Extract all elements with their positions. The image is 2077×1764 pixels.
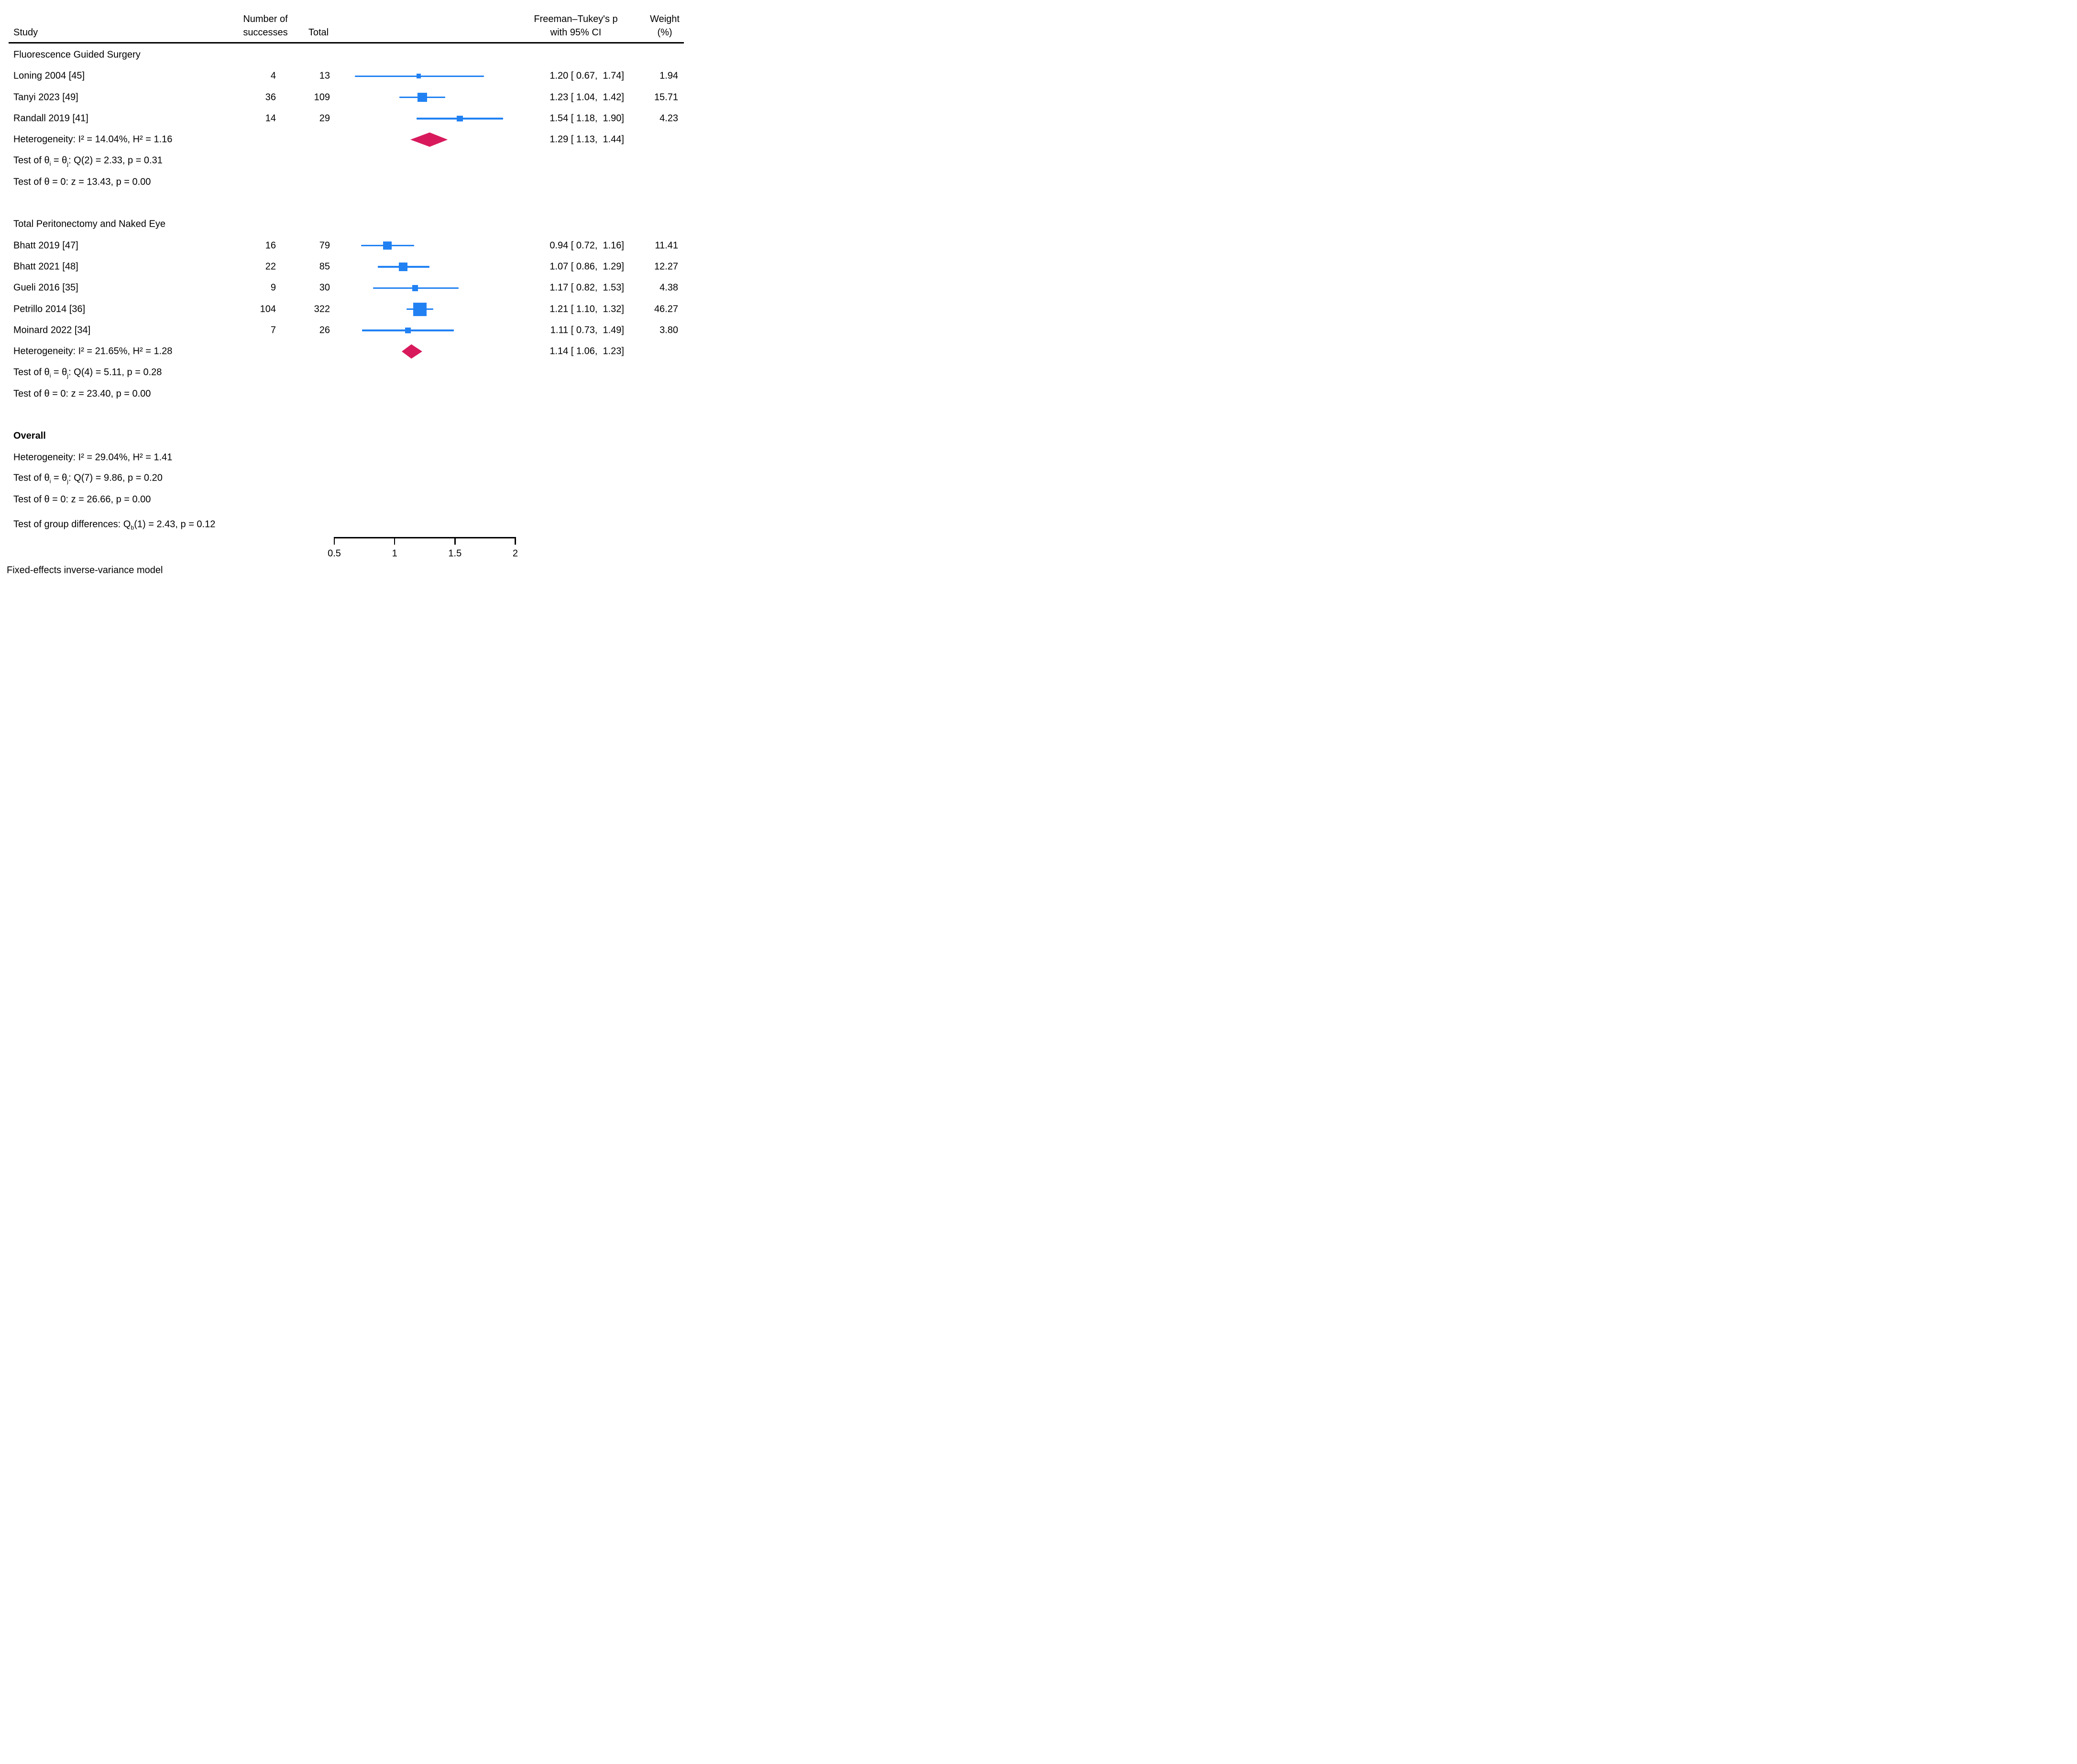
group-title: Total Peritonectomy and Naked Eye: [13, 219, 165, 230]
study-label: Moinard 2022 [34]: [13, 325, 91, 336]
successes-value: 7: [270, 325, 276, 336]
header-successes-line2: successes: [243, 27, 288, 38]
summary-diamond-shape: [410, 132, 448, 147]
axis-line: [334, 537, 516, 538]
total-value: 322: [314, 304, 330, 315]
effect-square: [416, 74, 421, 79]
heterogeneity-text: Heterogeneity: I² = 21.65%, H² = 1.28: [13, 346, 173, 357]
successes-value: 36: [265, 92, 276, 103]
total-value: 85: [319, 261, 330, 272]
effect-ci-text: 1.11 [ 0.73, 1.49]: [550, 325, 624, 336]
axis-tick-label: 1.5: [448, 548, 462, 559]
successes-value: 4: [270, 70, 276, 81]
weight-value: 1.94: [659, 70, 678, 81]
successes-value: 14: [265, 113, 276, 124]
successes-value: 9: [270, 282, 276, 293]
study-label: Tanyi 2023 [49]: [13, 92, 78, 103]
header-study: Study: [13, 27, 38, 38]
test-text: Test of θ = 0: z = 13.43, p = 0.00: [13, 176, 151, 187]
summary-diamond: [410, 132, 448, 147]
total-value: 29: [319, 113, 330, 124]
successes-value: 16: [265, 240, 276, 251]
group-differences-text: Test of group differences: Qb(1) = 2.43,…: [13, 518, 216, 531]
group-title: Fluorescence Guided Surgery: [13, 49, 141, 60]
weight-value: 11.41: [655, 240, 678, 251]
study-label: Gueli 2016 [35]: [13, 282, 78, 293]
test-text: Test of θi = θj: Q(4) = 5.11, p = 0.28: [13, 366, 162, 379]
successes-value: 22: [265, 261, 276, 272]
total-value: 109: [314, 92, 330, 103]
overall-stat-text: Heterogeneity: I² = 29.04%, H² = 1.41: [13, 452, 173, 463]
study-label: Bhatt 2019 [47]: [13, 240, 78, 251]
effect-ci-text: 1.23 [ 1.04, 1.42]: [549, 92, 624, 103]
axis-tick-label: 0.5: [328, 548, 341, 559]
header-effect-line2: with 95% CI: [550, 27, 602, 38]
effect-square: [457, 115, 463, 122]
effect-ci-text: 0.94 [ 0.72, 1.16]: [549, 240, 624, 251]
axis-tick: [394, 537, 396, 545]
weight-value: 15.71: [654, 92, 678, 103]
weight-value: 12.27: [654, 261, 678, 272]
overall-stat-text: Test of θi = θj: Q(7) = 9.86, p = 0.20: [13, 472, 163, 485]
test-text: Test of θi = θj: Q(2) = 2.33, p = 0.31: [13, 154, 163, 167]
study-label: Bhatt 2021 [48]: [13, 261, 78, 272]
total-value: 30: [319, 282, 330, 293]
header-effect-line1: Freeman–Tukey's p: [534, 14, 618, 24]
axis-tick: [333, 537, 335, 545]
effect-square: [398, 263, 407, 271]
weight-value: 3.80: [659, 325, 678, 336]
header-weight-line2: (%): [657, 27, 672, 38]
overall-stat-text: Test of θ = 0: z = 26.66, p = 0.00: [13, 494, 151, 505]
effect-square: [413, 302, 427, 316]
weight-value: 46.27: [654, 304, 678, 315]
effect-square: [405, 327, 411, 333]
header-rule: [9, 42, 684, 44]
total-value: 26: [319, 325, 330, 336]
effect-ci-text: 1.17 [ 0.82, 1.53]: [549, 282, 624, 293]
weight-value: 4.38: [659, 282, 678, 293]
overall-title: Overall: [13, 430, 46, 441]
model-footnote: Fixed-effects inverse-variance model: [7, 565, 163, 576]
axis-tick: [515, 537, 516, 545]
summary-ci-text: 1.29 [ 1.13, 1.44]: [549, 134, 624, 145]
total-value: 79: [319, 240, 330, 251]
effect-square: [418, 92, 427, 102]
effect-ci-text: 1.07 [ 0.86, 1.29]: [549, 261, 624, 272]
successes-value: 104: [260, 304, 276, 315]
effect-ci-text: 1.21 [ 1.10, 1.32]: [549, 304, 624, 315]
summary-ci-text: 1.14 [ 1.06, 1.23]: [549, 346, 624, 357]
summary-diamond-shape: [402, 344, 423, 359]
effect-square: [412, 285, 418, 291]
study-label: Loning 2004 [45]: [13, 70, 85, 81]
total-value: 13: [319, 70, 330, 81]
heterogeneity-text: Heterogeneity: I² = 14.04%, H² = 1.16: [13, 134, 173, 145]
header-successes-line1: Number of: [243, 14, 288, 24]
axis-tick-label: 1: [392, 548, 397, 559]
header-total: Total: [308, 27, 329, 38]
effect-ci-text: 1.54 [ 1.18, 1.90]: [549, 113, 624, 124]
test-text: Test of θ = 0: z = 23.40, p = 0.00: [13, 388, 151, 399]
summary-diamond: [402, 344, 423, 359]
effect-ci-text: 1.20 [ 0.67, 1.74]: [549, 70, 624, 81]
axis-tick-label: 2: [512, 548, 518, 559]
forest-plot-canvas: Fluorescence Guided Surgery Loning 2004 […: [0, 0, 692, 588]
forest-plot: Study Number of successes Total Freeman–…: [0, 0, 692, 588]
effect-square: [383, 241, 392, 250]
study-label: Petrillo 2014 [36]: [13, 304, 86, 315]
weight-value: 4.23: [659, 113, 678, 124]
axis-tick: [454, 537, 456, 545]
header-weight-line1: Weight: [650, 14, 680, 24]
study-label: Randall 2019 [41]: [13, 113, 88, 124]
